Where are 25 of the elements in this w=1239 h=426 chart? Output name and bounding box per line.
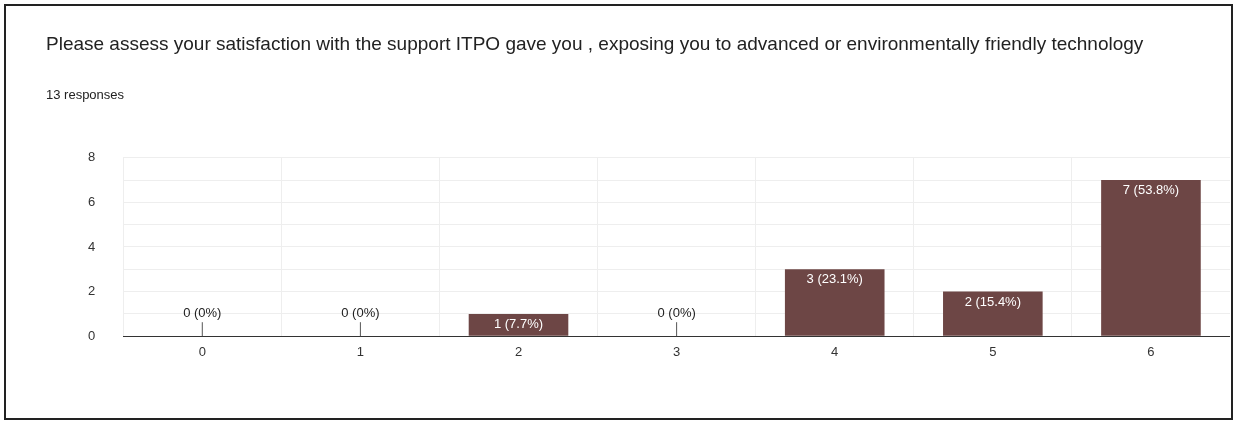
- chart-title: Please assess your satisfaction with the support ITPO gave you , exposing you to advanced or environmentally friendly technology: [46, 32, 1145, 56]
- data-label: 2 (15.4%): [964, 293, 1022, 309]
- y-tick-label: 0: [88, 327, 96, 343]
- x-tick-label: 6: [1147, 343, 1155, 359]
- data-label: 0 (0%): [657, 305, 696, 321]
- data-label: 1 (7.7%): [493, 315, 544, 331]
- bar: [943, 291, 1043, 336]
- data-label: 3 (23.1%): [806, 271, 863, 287]
- data-label: 0 (0%): [341, 305, 380, 321]
- chart-subtitle: 13 responses: [46, 87, 125, 102]
- y-tick-label: 4: [88, 238, 96, 254]
- x-tick-label: 2: [514, 343, 523, 359]
- bar: [1101, 180, 1201, 336]
- data-label: 0 (0%): [183, 305, 222, 321]
- bar: [468, 313, 569, 336]
- x-tick-label: 1: [356, 343, 365, 359]
- x-tick-label: 3: [673, 343, 681, 359]
- y-tick-label: 8: [88, 149, 96, 165]
- data-label: 7 (53.8%): [1122, 182, 1180, 198]
- y-tick-label: 6: [88, 193, 96, 209]
- x-tick-label: 5: [989, 343, 997, 359]
- y-tick-label: 2: [88, 283, 96, 299]
- bar: [784, 269, 885, 336]
- x-tick-label: 4: [831, 343, 839, 359]
- x-tick-label: 0: [198, 343, 206, 359]
